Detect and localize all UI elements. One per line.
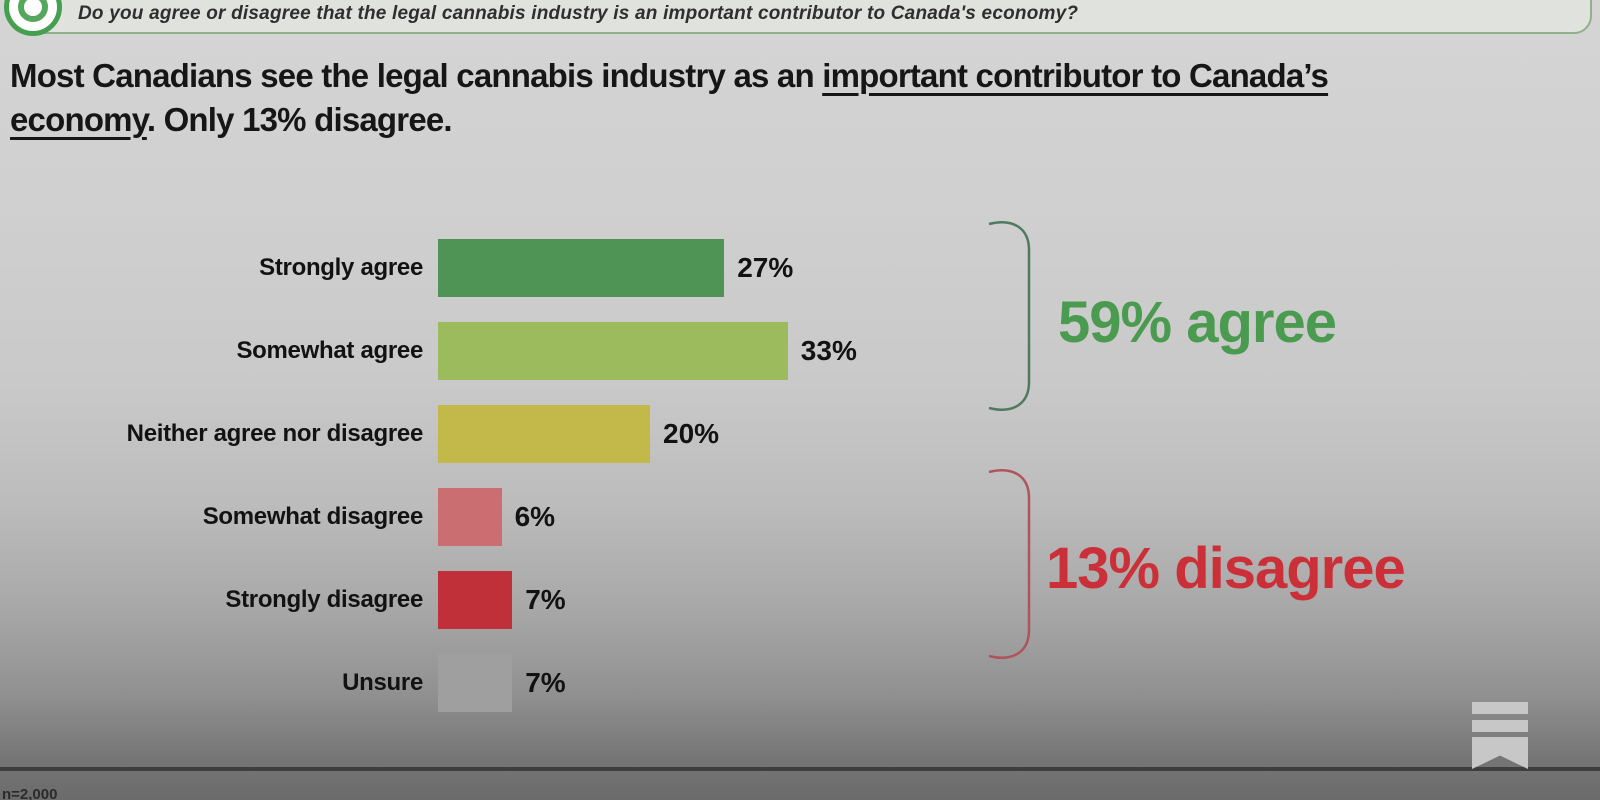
title-segment: Most Canadians see the legal cannabis in… [10,57,823,94]
bottom-divider [0,767,1600,771]
bar-category-label: Strongly agree [259,253,423,281]
bar-row: Strongly agree 27% [0,226,857,309]
bar-category-label: Strongly disagree [225,585,423,613]
substack-logo-bar [1472,702,1528,714]
disagree-total-annotation: 13% disagree [1046,536,1406,601]
bar [438,570,513,629]
bar-value-label: 7% [525,583,566,615]
bar-value-label: 20% [663,417,720,449]
substack-logo-bar [1472,720,1528,732]
bar-value-label: 27% [737,251,794,283]
bar [438,487,502,546]
bar-category-label: Unsure [342,668,423,696]
page-title: Most Canadians see the legal cannabis in… [10,54,1410,142]
bar-category-label: Somewhat agree [236,336,423,364]
agree-bracket [988,221,1031,411]
bar-value-label: 6% [514,500,556,532]
bar-row: Strongly disagree 7% [0,558,857,641]
title-segment: . Only 13% disagree. [146,100,453,138]
question-badge-icon [4,0,62,36]
substack-logo-bookmark [1472,737,1528,769]
bar-row: Neither agree nor disagree 20% [0,392,857,475]
sample-size-note: n=2,000 [2,786,58,800]
bar [438,404,650,463]
disagree-bracket [988,469,1031,659]
bar-row: Somewhat disagree 6% [0,475,857,558]
question-banner: Do you agree or disagree that the legal … [4,0,1592,36]
question-text: Do you agree or disagree that the legal … [78,3,1079,24]
bar [438,653,513,712]
bar-category-label: Somewhat disagree [202,502,424,530]
bar-row: Unsure 7% [0,641,857,724]
substack-logo-icon[interactable] [1472,702,1528,769]
bar-row: Somewhat agree 33% [0,309,857,392]
bar-category-label: Neither agree nor disagree [126,419,424,447]
bar-chart: Strongly agree 27% Somewhat agree 33% Ne… [0,226,857,724]
question-badge-inner-ring [18,0,48,22]
bar-value-label: 7% [525,666,566,698]
title-underlined-segment: important contributor to Canada’s econom… [10,57,1329,138]
bar-value-label: 33% [800,334,857,366]
agree-total-annotation: 59% agree [1058,290,1337,355]
bar [438,321,788,380]
bar [438,238,725,297]
